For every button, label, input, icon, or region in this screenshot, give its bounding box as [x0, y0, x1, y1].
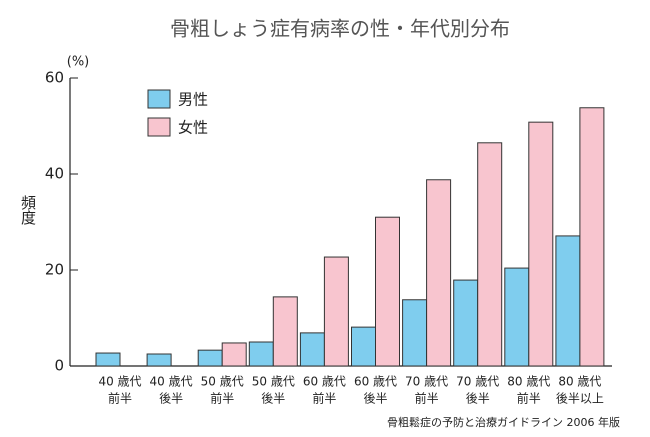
x-tick-label: 50 歳代 — [252, 375, 295, 389]
bar — [555, 235, 581, 367]
legend-swatch — [147, 117, 171, 137]
x-tick-label: 前半 — [210, 391, 234, 406]
y-tick-label: 40 — [45, 165, 64, 183]
y-tick-label: 0 — [54, 357, 64, 375]
y-tick-label: 20 — [45, 261, 64, 279]
x-tick-label: 70 歳代 — [456, 375, 499, 389]
bar — [477, 142, 503, 367]
bar — [504, 267, 530, 367]
bar — [402, 299, 428, 367]
x-tick-label: 40 歳代 — [150, 375, 193, 389]
x-tick-label: 60 歳代 — [303, 375, 346, 389]
x-tick-label: 80 歳代 — [558, 375, 601, 389]
x-tick-label: 後半 — [261, 392, 285, 406]
x-tick-label: 後半以上 — [556, 392, 604, 406]
legend-label: 女性 — [178, 119, 208, 137]
bar — [323, 256, 349, 367]
bar — [197, 349, 223, 367]
x-tick-label: 後半 — [159, 392, 183, 406]
bar — [146, 353, 172, 367]
bar — [453, 279, 479, 367]
x-tick-label: 前半 — [517, 391, 541, 406]
y-tick-label: 60 — [45, 69, 64, 87]
y-unit: (%) — [67, 55, 90, 70]
chart-title: 骨粗しょう症有病率の性・年代別分布 — [170, 17, 510, 41]
bar — [95, 352, 121, 367]
bar — [528, 121, 554, 367]
bar — [579, 107, 605, 367]
y-axis-label: 頻度 — [19, 195, 37, 225]
x-tick-label: 前半 — [108, 391, 132, 406]
x-tick-label: 60 歳代 — [354, 375, 397, 389]
bar — [248, 341, 274, 367]
legend-swatch — [147, 89, 171, 109]
bar — [375, 216, 400, 367]
legend-label: 男性 — [178, 91, 208, 109]
bar — [272, 296, 298, 367]
x-tick-label: 40 歳代 — [98, 375, 141, 389]
source: 骨粗鬆症の予防と治療ガイドライン 2006 年版 — [387, 415, 620, 429]
bar — [426, 179, 452, 367]
x-tick-label: 後半 — [363, 392, 387, 406]
x-tick-label: 前半 — [312, 391, 336, 406]
x-tick-label: 80 歳代 — [507, 375, 550, 389]
bar — [221, 342, 247, 367]
bar — [299, 332, 325, 367]
x-tick-label: 前半 — [415, 391, 439, 406]
x-tick-label: 70 歳代 — [405, 375, 448, 389]
x-tick-label: 後半 — [466, 392, 490, 406]
x-tick-label: 50 歳代 — [201, 375, 244, 389]
bar — [351, 326, 376, 367]
